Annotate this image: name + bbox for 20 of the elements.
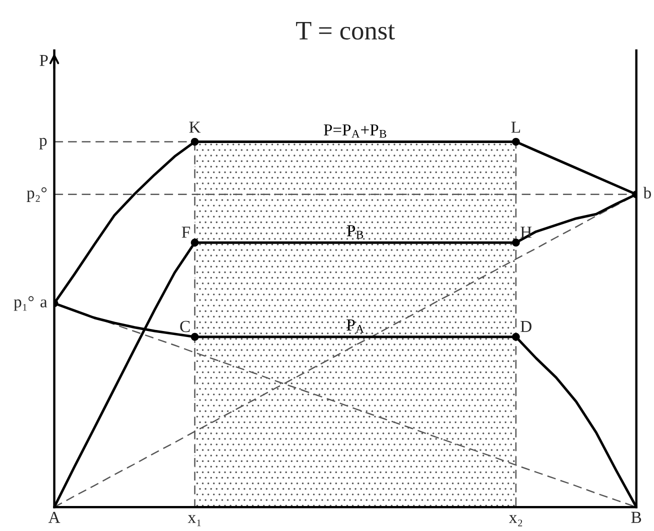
annotation: D	[520, 321, 532, 332]
y-axis-title: P	[40, 54, 48, 66]
annotation: p₂°	[26, 187, 47, 202]
x-tick-label: x₂	[508, 515, 522, 526]
x-tick-label: A	[48, 512, 60, 523]
x-tick-label: B	[631, 512, 642, 523]
annotation: p₁°	[14, 296, 34, 311]
chart-title: T = const	[296, 22, 395, 40]
annotation: L	[511, 122, 520, 133]
annotation: p	[39, 138, 47, 150]
series-label: P$_{A}$	[346, 320, 364, 333]
annotation: K	[189, 122, 201, 133]
annotation: b	[643, 186, 651, 199]
series-label: P$_{B}$	[346, 225, 364, 239]
annotation: C	[180, 320, 190, 332]
annotation: F	[182, 226, 190, 238]
annotation: H	[520, 226, 532, 238]
series-label: P=P$_{A}$+P$_{B}$	[324, 124, 386, 138]
annotation: a	[40, 299, 48, 308]
x-tick-label: x₁	[188, 515, 201, 526]
